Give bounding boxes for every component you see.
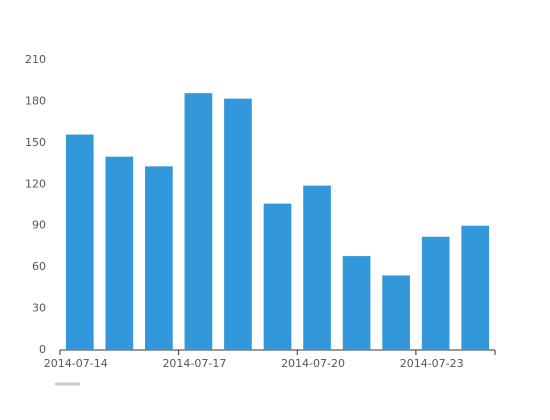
- bar: [105, 156, 134, 350]
- bar: [421, 236, 450, 350]
- y-tick-label: 210: [25, 53, 46, 66]
- y-tick-label: 120: [25, 177, 46, 190]
- bar: [145, 166, 173, 350]
- y-tick-label: 150: [25, 136, 46, 149]
- y-tick-label: 90: [32, 219, 46, 232]
- y-tick-label: 180: [25, 94, 46, 107]
- x-tick-label: 2014-07-20: [281, 357, 345, 370]
- x-tick-label: 2014-07-14: [44, 357, 108, 370]
- bar: [382, 275, 410, 350]
- y-tick-label: 60: [32, 260, 46, 273]
- bar: [263, 203, 292, 350]
- bar: [342, 256, 371, 350]
- y-tick-label: 30: [32, 302, 46, 315]
- bar: [461, 225, 490, 350]
- y-tick-label: 0: [39, 343, 46, 356]
- x-tick-label: 2014-07-17: [162, 357, 226, 370]
- bar: [65, 134, 94, 350]
- bar: [184, 93, 213, 351]
- x-tick-label: 2014-07-23: [400, 357, 464, 370]
- bar: [303, 185, 331, 350]
- bar: [224, 98, 252, 351]
